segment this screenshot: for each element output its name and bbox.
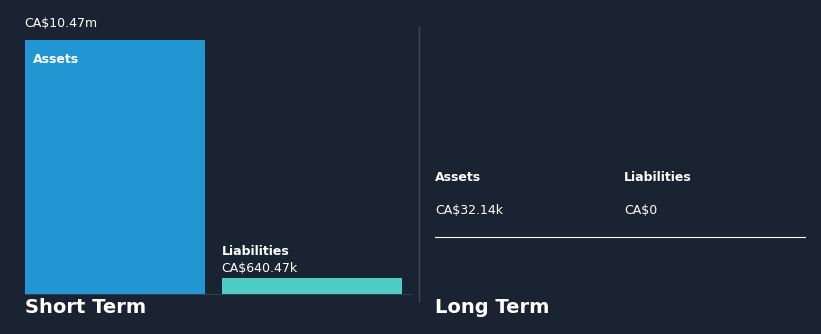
Text: Liabilities: Liabilities — [624, 171, 692, 184]
FancyBboxPatch shape — [222, 279, 402, 294]
FancyBboxPatch shape — [25, 40, 205, 294]
Text: CA$32.14k: CA$32.14k — [435, 204, 503, 217]
Text: Liabilities: Liabilities — [222, 245, 290, 259]
Text: Assets: Assets — [33, 53, 79, 66]
Text: CA$640.47k: CA$640.47k — [222, 262, 298, 275]
Text: CA$0: CA$0 — [624, 204, 657, 217]
Text: Short Term: Short Term — [25, 298, 146, 317]
Text: Long Term: Long Term — [435, 298, 549, 317]
Text: CA$10.47m: CA$10.47m — [25, 17, 98, 30]
Text: Assets: Assets — [435, 171, 481, 184]
